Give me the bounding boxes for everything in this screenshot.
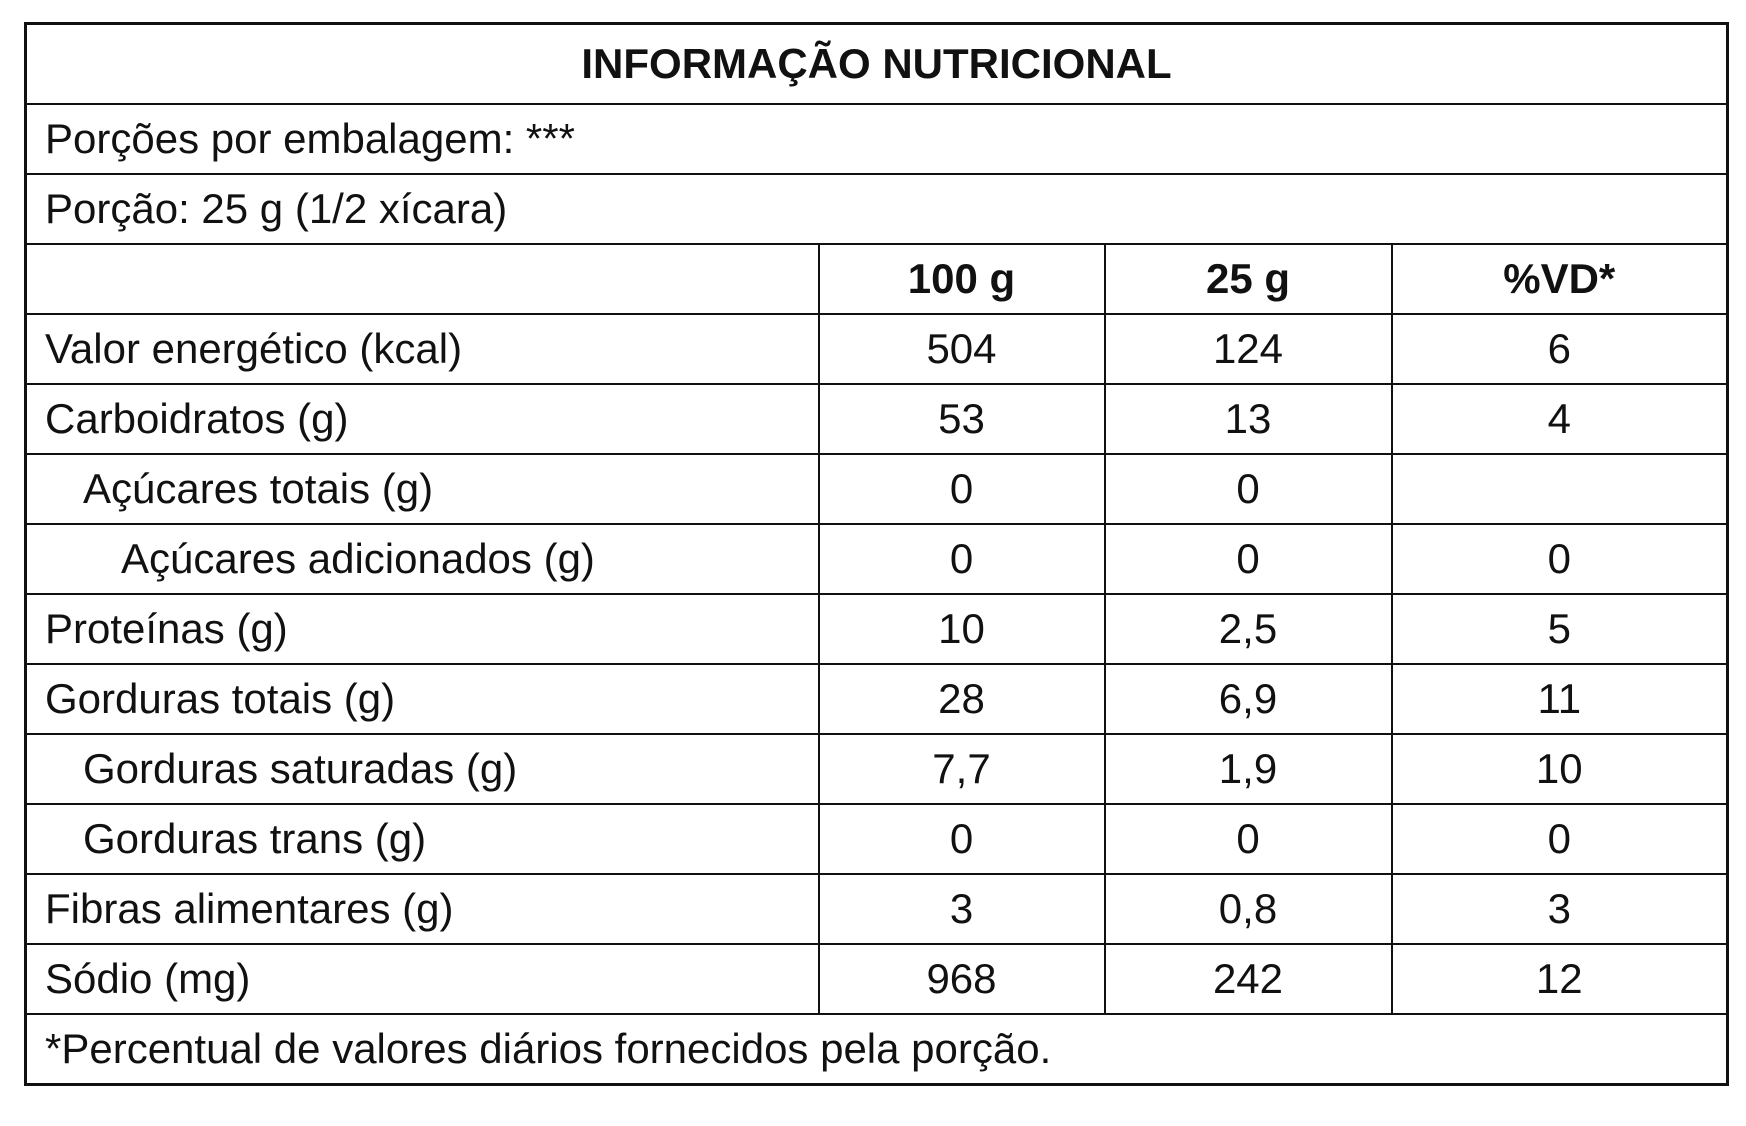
nutrient-value: 968	[817, 943, 1106, 1015]
table-row: Açúcares totais (g) 0 0	[24, 453, 1729, 525]
nutrient-label: Valor energético (kcal)	[24, 313, 820, 385]
nutrient-value: 0	[1103, 523, 1393, 595]
nutrient-value: 0,8	[1103, 873, 1393, 945]
nutrient-label: Carboidratos (g)	[24, 383, 820, 455]
nutrient-value: 6,9	[1103, 663, 1393, 735]
table-row: Valor energético (kcal) 504 124 6	[24, 313, 1729, 385]
nutrient-label: Açúcares totais (g)	[24, 453, 820, 525]
nutrient-value: 2,5	[1103, 593, 1393, 665]
nutrient-value: 504	[817, 313, 1106, 385]
nutrient-value: 11	[1390, 663, 1729, 735]
nutrient-label: Gorduras trans (g)	[24, 803, 820, 875]
table-row: Fibras alimentares (g) 3 0,8 3	[24, 873, 1729, 945]
nutrient-value: 0	[1103, 803, 1393, 875]
table-row: Gorduras trans (g) 0 0 0	[24, 803, 1729, 875]
table-row: Gorduras saturadas (g) 7,7 1,9 10	[24, 733, 1729, 805]
nutrient-value: 10	[1390, 733, 1729, 805]
nutrient-value: 4	[1390, 383, 1729, 455]
nutrient-value: 7,7	[817, 733, 1106, 805]
nutrient-value: 28	[817, 663, 1106, 735]
table-row: Sódio (mg) 968 242 12	[24, 943, 1729, 1015]
nutrient-value: 12	[1390, 943, 1729, 1015]
nutrient-value: 3	[817, 873, 1106, 945]
nutrient-value: 3	[1390, 873, 1729, 945]
column-header: %VD*	[1390, 243, 1729, 315]
nutrient-label: Gorduras totais (g)	[24, 663, 820, 735]
nutrient-value: 5	[1390, 593, 1729, 665]
column-header: 100 g	[817, 243, 1106, 315]
nutrient-value: 124	[1103, 313, 1393, 385]
portion: Porção: 25 g (1/2 xícara)	[24, 173, 1729, 245]
nutrient-value: 10	[817, 593, 1106, 665]
nutrient-label: Proteínas (g)	[24, 593, 820, 665]
header-cell	[24, 243, 820, 315]
nutrition-table: INFORMAÇÃO NUTRICIONAL Porções por embal…	[24, 22, 1730, 1086]
nutrient-label: Açúcares adicionados (g)	[24, 523, 820, 595]
nutrient-value: 0	[817, 523, 1106, 595]
table-row: Carboidratos (g) 53 13 4	[24, 383, 1729, 455]
column-header: 25 g	[1103, 243, 1393, 315]
title: INFORMAÇÃO NUTRICIONAL	[24, 22, 1729, 105]
table-row: Gorduras totais (g) 28 6,9 11	[24, 663, 1729, 735]
nutrient-value: 0	[817, 453, 1106, 525]
nutrient-value: 53	[817, 383, 1106, 455]
nutrient-value: 0	[1390, 803, 1729, 875]
nutrient-label: Gorduras saturadas (g)	[24, 733, 820, 805]
nutrient-value: 13	[1103, 383, 1393, 455]
table-row: Proteínas (g) 10 2,5 5	[24, 593, 1729, 665]
servings: Porções por embalagem: ***	[24, 103, 1729, 175]
nutrient-label: Fibras alimentares (g)	[24, 873, 820, 945]
nutrient-value: 6	[1390, 313, 1729, 385]
table-row: Açúcares adicionados (g) 0 0 0	[24, 523, 1729, 595]
nutrient-value: 0	[817, 803, 1106, 875]
nutrient-value	[1390, 453, 1729, 525]
nutrient-value: 1,9	[1103, 733, 1393, 805]
nutrient-label: Sódio (mg)	[24, 943, 820, 1015]
nutrient-value: 0	[1390, 523, 1729, 595]
footer: *Percentual de valores diários fornecido…	[24, 1013, 1729, 1086]
nutrient-value: 242	[1103, 943, 1393, 1015]
nutrient-value: 0	[1103, 453, 1393, 525]
